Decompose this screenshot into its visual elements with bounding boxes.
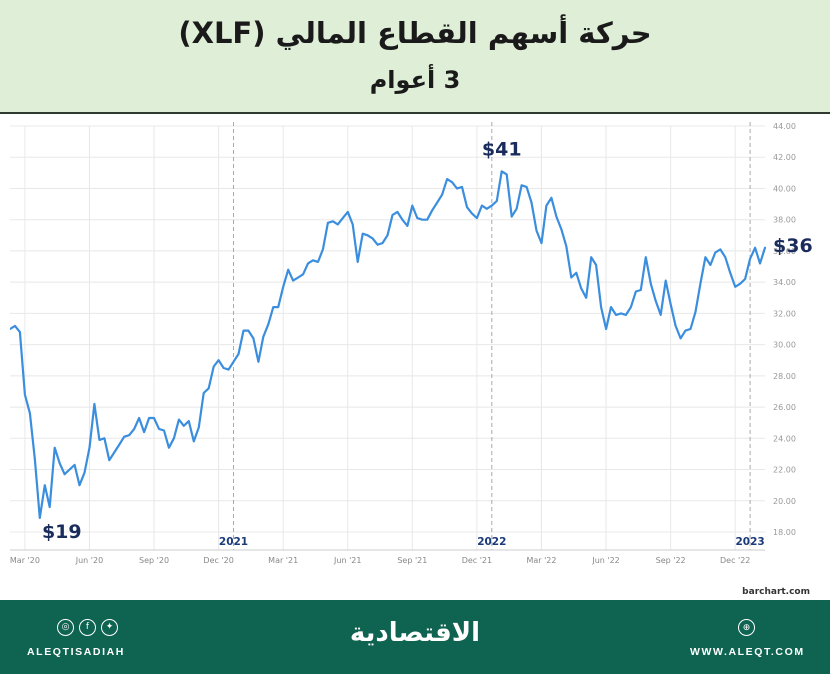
source-label: barchart.com [742,587,810,597]
x-tick-label: Dec '20 [203,556,233,565]
x-tick-label: Mar '22 [526,556,556,565]
y-tick-label: 24.00 [773,434,796,443]
chart-title: حركة أسهم القطاع المالي (XLF) [178,16,652,50]
footer-bar: ◎ f ✦ ALEQTISADIAH الاقتصادية ⊕ WWW.ALEQ… [0,600,830,674]
line-chart: 44.00 42.00 40.00 38.00 36.00 34.00 32.00 30.00… [8,122,813,597]
price-annotation: $19 [42,521,82,543]
y-tick-label: 18.00 [773,528,796,537]
year-label: 2022 [477,536,506,548]
price-annotation: $36 [773,235,813,257]
x-tick-label: Jun '21 [333,556,361,565]
year-label: 2023 [735,536,764,548]
y-tick-label: 34.00 [773,278,796,287]
y-tick-label: 28.00 [773,372,796,381]
x-tick-label: Sep '21 [397,556,427,565]
y-tick-label: 26.00 [773,403,796,412]
y-tick-label: 22.00 [773,466,796,475]
x-tick-label: Jun '20 [75,556,103,565]
y-tick-label: 32.00 [773,309,796,318]
y-tick-label: 20.00 [773,497,796,506]
website-link[interactable]: WWW.ALEQT.COM [690,646,805,658]
social-icons: ◎ f ✦ [57,619,118,636]
x-tick-label: Mar '20 [10,556,40,565]
chart-area: 44.00 42.00 40.00 38.00 36.00 34.00 32.00 30.00… [8,118,830,600]
x-tick-label: Dec '21 [462,556,492,565]
facebook-icon[interactable]: f [79,619,96,636]
y-tick-label: 44.00 [773,122,796,131]
price-line [8,170,767,519]
chart-header: حركة أسهم القطاع المالي (XLF) 3 أعوام [0,0,830,114]
y-tick-label: 42.00 [773,153,796,162]
x-tick-label: Dec '22 [720,556,750,565]
y-tick-label: 40.00 [773,184,796,193]
year-label: 2021 [219,536,248,548]
x-tick-label: Mar '21 [268,556,298,565]
price-annotation: $41 [482,138,522,160]
twitter-icon[interactable]: ✦ [101,619,118,636]
x-tick-label: Sep '20 [139,556,169,565]
y-tick-label: 36.00 [773,247,796,256]
instagram-icon[interactable]: ◎ [57,619,74,636]
chart-subtitle: 3 أعوام [369,66,461,94]
y-tick-label: 38.00 [773,216,796,225]
brand-logo: الاقتصادية [349,618,481,648]
x-tick-label: Jun '22 [591,556,619,565]
social-handle[interactable]: ALEQTISADIAH [27,646,125,658]
y-tick-label: 30.00 [773,341,796,350]
x-tick-label: Sep '22 [656,556,686,565]
web-icon: ⊕ [738,619,755,636]
